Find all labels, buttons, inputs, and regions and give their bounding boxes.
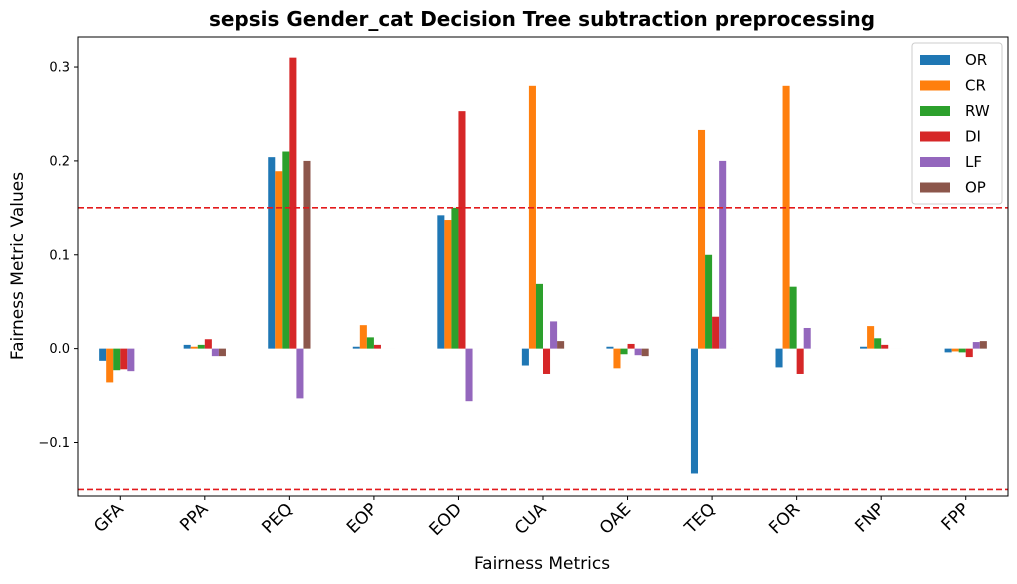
x-tick-label: FOR [765, 499, 804, 538]
bar-op-ppa [218, 348, 226, 357]
bar-cr-gfa [106, 348, 114, 383]
legend-swatch-cr [920, 80, 950, 91]
bar-di-fpp [965, 348, 973, 358]
bar-di-gfa [120, 348, 128, 370]
bar-or-ppa [183, 344, 191, 349]
legend-label-or: OR [965, 51, 987, 69]
x-tick-label: GFA [90, 499, 128, 537]
plot-frame [77, 36, 1009, 497]
bar-di-eod [458, 111, 466, 349]
y-tick-label: 0.2 [49, 154, 70, 169]
legend-swatch-op [920, 182, 950, 193]
bar-lf-eod [465, 348, 473, 402]
bar-or-cua [521, 348, 529, 366]
bar-rw-eop [366, 337, 374, 349]
bar-rw-fnp [874, 338, 882, 349]
bar-lf-oae [634, 348, 642, 356]
legend-label-lf: LF [965, 153, 982, 171]
bar-cr-fpp [951, 348, 959, 352]
reference-lines [78, 207, 1008, 491]
bar-di-ppa [204, 339, 212, 349]
bar-cr-fnp [867, 326, 875, 349]
plot-area [99, 57, 987, 474]
legend-swatch-lf [920, 157, 950, 167]
bar-or-oae [606, 346, 614, 349]
x-tick-label: FPP [938, 499, 974, 535]
bar-op-oae [641, 348, 649, 357]
bar-cr-for [782, 85, 790, 349]
bar-di-for [796, 348, 804, 374]
bar-cr-cua [528, 85, 536, 349]
bar-rw-cua [535, 283, 543, 349]
bar-lf-ppa [211, 348, 219, 357]
bar-lf-gfa [127, 348, 135, 372]
bar-or-peq [268, 157, 276, 349]
bar-cr-oae [613, 348, 621, 369]
bar-rw-eod [451, 207, 459, 349]
legend-swatch-di [920, 131, 950, 142]
x-tick-label: TEQ [680, 499, 719, 538]
x-tick-label: EOD [426, 499, 466, 539]
bar-rw-teq [705, 254, 713, 349]
legend-box [911, 42, 1003, 205]
y-tick-label: 0.3 [49, 61, 70, 76]
axes: −0.1 0.0 0.1 0.2 0.3 GFA PPA PEQ EOP EOD CUA OAE TEQ… [38, 36, 1009, 540]
bar-cr-eop [359, 325, 367, 349]
bar-or-eop [352, 346, 360, 349]
bar-or-fpp [944, 348, 952, 353]
bar-di-teq [712, 316, 720, 349]
x-axis-label: Fairness Metrics [474, 554, 610, 574]
x-tick-label: OAE [596, 499, 635, 538]
y-axis-label: Fairness Metric Values [8, 172, 28, 360]
bar-di-oae [627, 343, 635, 349]
bar-or-teq [690, 348, 698, 474]
bar-or-gfa [99, 348, 107, 361]
bar-or-fnp [860, 346, 868, 349]
bar-lf-cua [550, 321, 558, 349]
bar-rw-gfa [113, 348, 121, 371]
bar-lf-for [803, 327, 811, 349]
bar-rw-oae [620, 348, 628, 355]
legend-label-op: OP [965, 179, 986, 197]
bar-op-cua [557, 341, 565, 349]
bar-op-peq [303, 160, 311, 349]
legend-swatch-or [920, 55, 950, 65]
y-tick-label: −0.1 [38, 436, 70, 451]
bar-cr-peq [275, 171, 283, 349]
legend-label-rw: RW [965, 102, 990, 120]
bar-or-for [775, 348, 783, 368]
bar-or-eod [437, 215, 445, 349]
bar-di-cua [543, 348, 551, 374]
bar-cr-teq [698, 129, 706, 349]
bar-lf-peq [296, 348, 304, 399]
y-tick-label: 0.1 [49, 248, 70, 263]
bar-di-fnp [881, 344, 889, 349]
x-tick-label: PPA [176, 499, 212, 535]
legend: OR CR RW DI LF OP [911, 42, 1003, 205]
chart-title: sepsis Gender_cat Decision Tree subtract… [209, 7, 875, 31]
x-tick-label: CUA [511, 499, 551, 539]
legend-label-di: DI [965, 128, 981, 146]
x-tick-label: PEQ [258, 499, 296, 537]
bar-di-eop [373, 344, 381, 349]
x-tick-label: EOP [343, 499, 381, 537]
bar-op-fpp [979, 341, 987, 349]
bar-rw-for [789, 286, 797, 349]
bar-di-peq [289, 57, 297, 349]
bar-lf-fpp [972, 342, 980, 349]
bar-lf-teq [719, 160, 727, 349]
legend-swatch-rw [920, 106, 950, 116]
bar-cr-eod [444, 220, 452, 349]
bar-rw-fpp [958, 348, 966, 353]
bar-rw-ppa [197, 344, 205, 349]
legend-label-cr: CR [965, 77, 986, 95]
bar-rw-peq [282, 151, 290, 349]
bar-cr-ppa [190, 346, 198, 349]
y-tick-label: 0.0 [49, 342, 70, 357]
x-tick-label: FNP [851, 499, 888, 536]
